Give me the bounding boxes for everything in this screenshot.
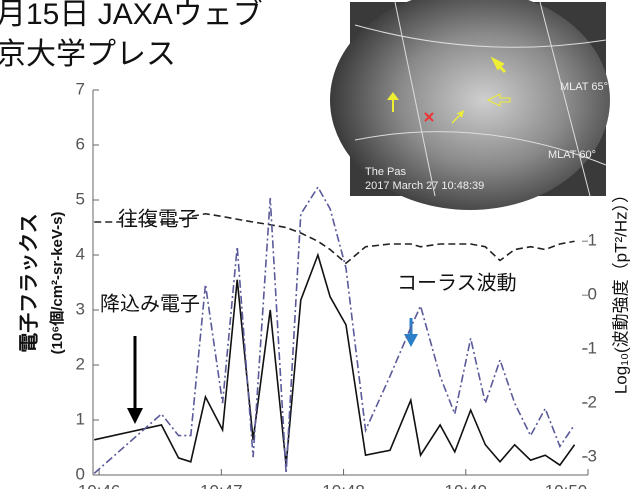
- arrow: [404, 318, 418, 347]
- inset-image: MLAT 65° MLAT 60° The Pas 2017 March 27 …: [330, 0, 610, 210]
- header-line: 京大学プレス: [0, 38, 176, 71]
- x-tick-label: 10:48: [322, 481, 365, 489]
- x-tick-label: 10:49: [445, 481, 488, 489]
- inset-label: MLAT 65°: [560, 81, 608, 93]
- chart: 月15日 JAXAウェブ 京大学プレス MLAT 65° MLAT 60° Th…: [0, 0, 637, 489]
- y2-tick-label: -2: [582, 393, 597, 412]
- y-tick-label: 3: [76, 299, 85, 318]
- y2-tick-label: -1: [582, 339, 597, 358]
- annotation: 降込み電子: [100, 292, 200, 315]
- y-tick-label: 5: [76, 189, 85, 208]
- y-tick-label: 2: [76, 354, 85, 373]
- arrow: [127, 336, 143, 424]
- y2-axis-title: Log₁₀(波動強度（pT²/Hz））: [611, 186, 630, 394]
- annotation: コーラス波動: [397, 271, 517, 294]
- y-tick-label: 4: [76, 244, 85, 263]
- y-tick-label: 7: [76, 79, 85, 98]
- x-tick-label: 10:47: [200, 481, 243, 489]
- inset-label: MLAT 60°: [548, 149, 596, 161]
- inset-label: The Pas: [365, 166, 406, 178]
- y-axis-units: (10⁶個/cm²-sr-keV-s): [48, 212, 66, 355]
- y-axis-title: 電子フラックス: [17, 213, 40, 352]
- y2-tick-label: 1: [588, 231, 597, 250]
- x-tick-label: 10:50: [545, 481, 588, 489]
- header-line: 月15日 JAXAウェブ: [0, 0, 263, 31]
- page: {"header": {"lines": ["月15日 JAXAウェブ", "京…: [0, 0, 637, 489]
- y-tick-label: 1: [76, 409, 85, 428]
- y2-tick-label: -3: [582, 447, 597, 466]
- y-tick-label: 6: [76, 134, 85, 153]
- x-tick-label: 10:46: [78, 481, 121, 489]
- inset-label: 2017 March 27 10:48:39: [365, 180, 484, 192]
- y2-tick-label: 0: [588, 285, 597, 304]
